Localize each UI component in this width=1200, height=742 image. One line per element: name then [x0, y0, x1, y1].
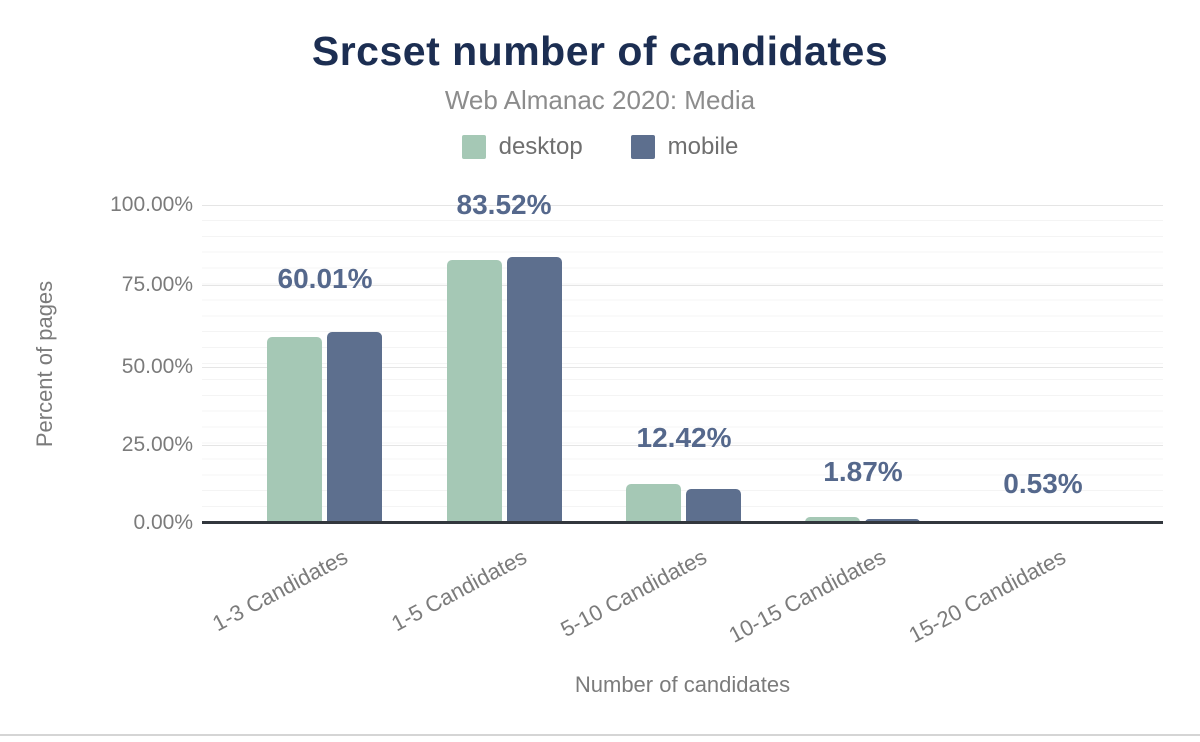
x-tick-5-10-candidates: 5-10 Candidates: [556, 544, 711, 642]
legend-item-mobile: mobile: [630, 133, 739, 161]
mobile-swatch-icon: [630, 135, 655, 159]
x-tick-1-3-candidates: 1-3 Candidates: [208, 544, 352, 637]
chart-title: Srcset number of candidates: [311, 28, 889, 74]
legend-label-mobile: mobile: [667, 133, 739, 160]
bar-desktop-10-15-candidates: [805, 517, 861, 523]
y-tick-50: 50.00%: [121, 355, 193, 378]
chart-subtitle: Web Almanac 2020: Media: [444, 85, 756, 115]
bar-desktop-1-5-candidates: [446, 259, 502, 523]
y-tick-75: 75.00%: [121, 273, 193, 296]
data-label-10-15-candidates: 1.87%: [823, 456, 903, 487]
y-tick-0: 0.00%: [133, 511, 193, 534]
gridline-25: [202, 445, 1163, 446]
y-tick-100: 100.00%: [110, 193, 193, 216]
x-axis-line: [202, 521, 1163, 524]
legend-item-desktop: desktop: [461, 133, 583, 161]
bar-group-1-3-candidates: [235, 205, 414, 523]
gridline-75: [202, 285, 1163, 286]
bottom-divider: [0, 734, 1200, 736]
data-label-1-3-candidates: 60.01%: [277, 263, 373, 294]
legend: desktop mobile: [0, 133, 1200, 161]
desktop-swatch-icon: [461, 135, 486, 159]
bar-mobile-10-15-candidates: [865, 518, 921, 523]
gridline-50: [202, 367, 1163, 368]
data-label-15-20-candidates: 0.53%: [1003, 468, 1083, 499]
bar-group-1-5-candidates: [414, 205, 593, 523]
bar-group-5-10-candidates: [594, 205, 773, 523]
y-tick-25: 25.00%: [121, 433, 193, 456]
legend-label-desktop: desktop: [498, 133, 583, 160]
x-tick-10-15-candidates: 10-15 Candidates: [724, 544, 890, 648]
bar-mobile-5-10-candidates: [686, 488, 742, 523]
bar-group-10-15-candidates: [773, 205, 952, 523]
plot-area: [202, 205, 1163, 524]
bar-mobile-1-5-candidates: [506, 257, 562, 523]
bar-desktop-5-10-candidates: [626, 483, 682, 523]
gridline-100: [202, 205, 1163, 206]
bar-series: [235, 205, 1132, 523]
bar-mobile-1-3-candidates: [327, 332, 383, 523]
x-axis-title: Number of candidates: [574, 672, 791, 697]
data-label-5-10-candidates: 12.42%: [636, 422, 732, 453]
x-tick-1-5-candidates: 1-5 Candidates: [387, 544, 531, 637]
data-label-1-5-candidates: 83.52%: [456, 189, 552, 220]
x-tick-15-20-candidates: 15-20 Candidates: [904, 544, 1070, 648]
bar-desktop-1-3-candidates: [267, 336, 323, 523]
